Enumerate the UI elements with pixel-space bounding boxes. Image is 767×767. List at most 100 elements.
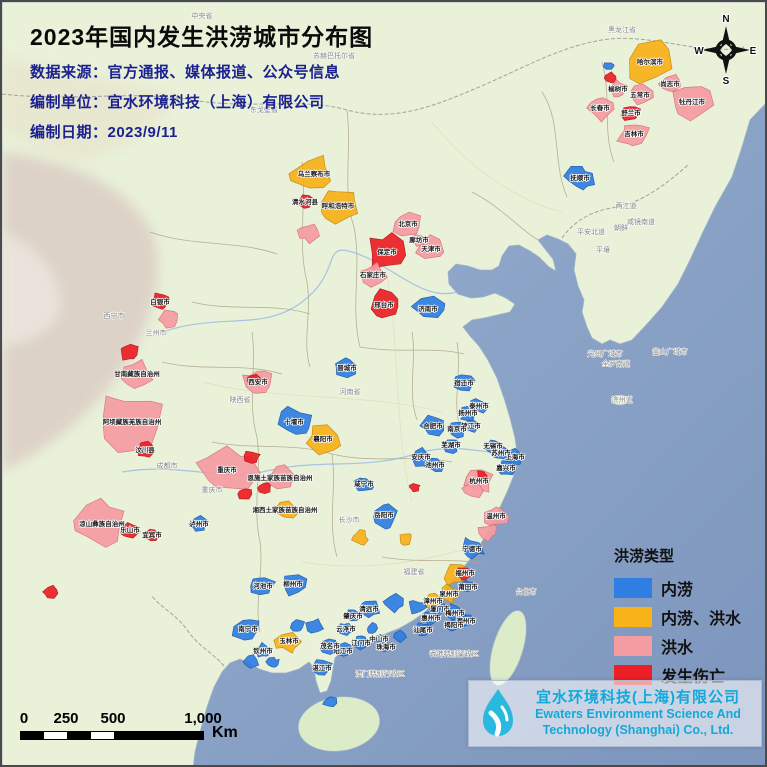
scale-bar: 0 250 500 1,000 Km <box>19 710 260 741</box>
city-label: 珠海市 <box>376 642 396 651</box>
compass-w-label: W <box>694 46 704 57</box>
city-label: 凉山彝族自治州 <box>79 519 125 528</box>
city-region-榆树市 <box>608 79 628 98</box>
city-label: 吉林市 <box>624 129 644 138</box>
city-label: 池州市 <box>425 460 445 469</box>
legend: 洪涝类型 内涝 内涝、洪水 洪水 发生伤亡 <box>614 545 741 689</box>
city-label: 湛江市 <box>312 663 332 672</box>
city-region-中山市 <box>371 633 386 646</box>
city-label: 济南市 <box>418 304 438 313</box>
city-label: 阳江市 <box>333 646 353 655</box>
city-label: 钦州市 <box>252 646 273 655</box>
compass-e-label: E <box>750 46 757 57</box>
city-region-珠海市 <box>380 641 393 652</box>
city-region-晋城市 <box>335 357 357 379</box>
city-label: 邢台市 <box>374 300 394 309</box>
rivers <box>121 249 516 476</box>
city-label: 泸州市 <box>189 519 209 528</box>
base-label: 西宁市 <box>104 311 125 320</box>
city-region-尚志市 <box>657 73 681 93</box>
city-label: 惠州市 <box>421 613 441 622</box>
company-watermark: 宜水环境科技(上海)有限公司 Ewaters Environment Scien… <box>468 680 762 747</box>
city-region-石家庄市 <box>360 261 388 288</box>
city-region-吉林市 <box>616 124 650 147</box>
city-label: 莆田市 <box>458 582 478 591</box>
company-name-block: 宜水环境科技(上海)有限公司 Ewaters Environment Scien… <box>521 689 755 739</box>
legend-item-hongshui: 洪水 <box>614 631 741 660</box>
city-region-保定市 <box>369 232 407 270</box>
city-region-unnamed-47 <box>399 533 412 546</box>
city-label: 厦门市 <box>430 604 450 613</box>
city-label: 揭阳市 <box>444 620 464 629</box>
city-region-unnamed-36 <box>243 450 261 464</box>
map-header: 2023年国内发生洪涝城市分布图 数据来源：官方通报、媒体报道、公众号信息 编制… <box>30 18 373 142</box>
city-region-舒兰市 <box>620 106 642 121</box>
city-label: 嘉兴市 <box>495 463 516 472</box>
city-label: 呼和浩特市 <box>322 201 355 210</box>
city-label: 廊坊市 <box>409 235 429 244</box>
compass-s-label: S <box>723 76 730 86</box>
scale-tick-0: 0 <box>19 710 29 727</box>
base-label: 光州广域市 <box>588 349 623 358</box>
city-label: 柳州市 <box>283 579 303 588</box>
city-label: 甘南藏族自治州 <box>114 369 160 378</box>
city-region-unnamed-63 <box>461 483 484 498</box>
city-label: 岳阳市 <box>374 510 394 519</box>
city-label: 茂名市 <box>320 641 340 650</box>
city-label: 云浮市 <box>336 624 356 633</box>
city-label: 尚志市 <box>660 79 680 88</box>
city-label: 湘西土家族苗族自治州 <box>253 505 318 514</box>
city-region-潮州市 <box>457 614 475 628</box>
city-region-阳江市 <box>336 642 352 657</box>
city-region-unnamed-9 <box>602 62 615 70</box>
base-label: 台北市 <box>516 587 537 596</box>
city-region-白银市 <box>151 292 170 310</box>
city-region-五常市 <box>630 83 654 106</box>
city-region-甘南藏族自治州 <box>120 358 154 389</box>
city-region-宁德市 <box>462 537 485 560</box>
city-region-哈尔滨市 <box>629 39 673 85</box>
city-region-汶川县 <box>137 440 155 458</box>
city-region-长春市 <box>586 97 615 123</box>
city-region-柳州市 <box>283 574 308 597</box>
base-label: 福建省 <box>404 567 425 576</box>
city-region-十堰市 <box>277 405 313 435</box>
city-region-上海市 <box>508 447 523 466</box>
basemap-labels: 中央省苏赫巴托尔省东戈壁省黑龙江省陕西省河南省成都市重庆市长沙市福建省朝鲜平壤平… <box>103 11 688 679</box>
city-label: 泰州市 <box>468 401 489 410</box>
city-label: 五常市 <box>630 90 650 99</box>
legend-label: 内涝 <box>661 581 694 599</box>
city-label: 杭州市 <box>469 476 489 485</box>
base-label: 平壤 <box>596 245 610 254</box>
city-label: 江门市 <box>351 638 371 647</box>
city-label: 漳州市 <box>423 596 443 605</box>
city-label: 牡丹江市 <box>679 97 706 106</box>
city-region-济南市 <box>410 295 446 318</box>
city-label: 芜湖市 <box>441 440 461 449</box>
city-region-unnamed-95 <box>242 654 260 669</box>
city-label: 宜宾市 <box>142 530 162 539</box>
legend-swatch-red <box>614 664 652 685</box>
company-name-cn: 宜水环境科技(上海)有限公司 <box>536 688 740 706</box>
flood-city-regions <box>42 39 715 708</box>
city-label: 乌兰察布市 <box>298 169 331 178</box>
scale-tick-1000: 1,000 <box>184 710 222 727</box>
base-label: 咸镜南道 <box>627 217 655 226</box>
page-title: 2023年国内发生洪涝城市分布图 <box>30 24 374 50</box>
base-label: 平安北道 <box>577 227 605 236</box>
city-region-unnamed-62 <box>477 470 488 480</box>
city-region-北京市 <box>392 211 421 237</box>
base-label: 长沙市 <box>339 515 360 524</box>
city-region-unnamed-28 <box>246 373 262 386</box>
city-region-unnamed-1 <box>603 71 617 84</box>
base-label: 澳门特别行政区 <box>356 669 405 678</box>
jeju-island <box>610 394 630 406</box>
city-label: 十堰市 <box>284 417 304 426</box>
country-borders <box>2 37 745 667</box>
city-label: 哈尔滨市 <box>637 57 664 66</box>
data-source-line: 数据来源：官方通报、媒体报道、公众号信息 <box>30 64 341 81</box>
city-region-泸州市 <box>188 514 208 532</box>
city-region-unnamed-14 <box>296 223 320 245</box>
city-region-unnamed-79 <box>408 600 428 615</box>
gobi-relief <box>2 57 177 162</box>
